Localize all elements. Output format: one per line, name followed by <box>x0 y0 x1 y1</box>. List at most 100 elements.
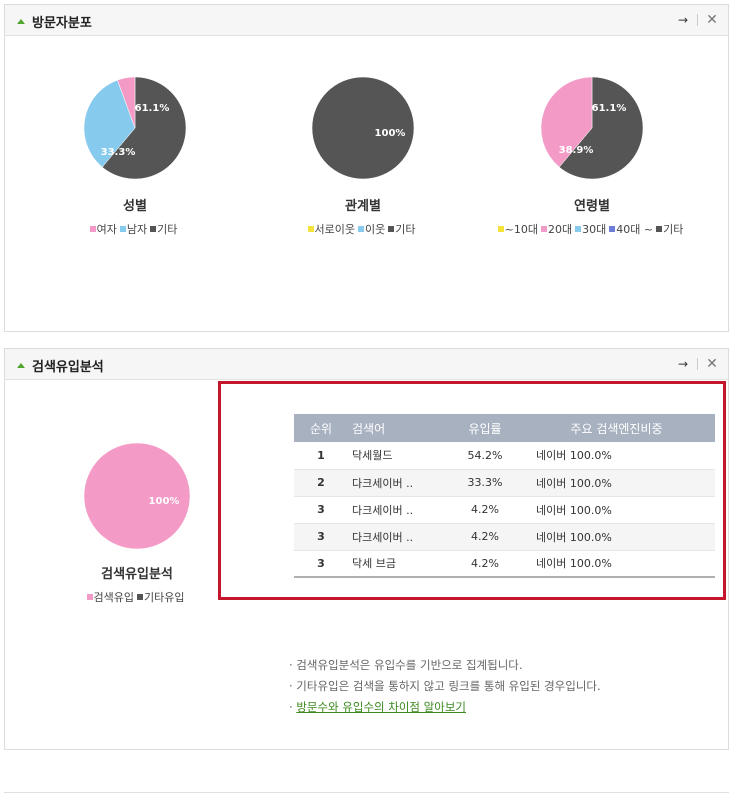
visitor-distribution-panel: 방문자분포 → ✕ 61.1% 33.3% 성별 여자 남자 기타 100% 관계별… <box>4 4 729 332</box>
divider <box>4 792 729 793</box>
panel-header: 방문자분포 → ✕ <box>5 5 728 36</box>
table-row: 3 다크세이버 .. 4.2% 네이버 100.0% <box>294 496 715 524</box>
legend: 여자 남자 기타 <box>35 221 235 237</box>
pie-label-main: 100% <box>375 128 406 139</box>
header-rank: 순위 <box>294 414 348 442</box>
keyword-cell[interactable]: 닥세월드 <box>348 442 452 470</box>
rank-cell: 2 <box>294 469 348 497</box>
engine-cell: 네이버 100.0% <box>518 550 715 578</box>
search-inflow-panel: 검색유입분석 → ✕ 100% 검색유입분석 검색유입 기타유입 순위 검색어 유… <box>4 348 729 750</box>
legend: 검색유입 기타유입 <box>37 589 237 605</box>
close-icon[interactable]: ✕ <box>706 12 718 28</box>
pie-search-inflow: 100% 검색유입분석 검색유입 기타유입 <box>37 441 237 605</box>
note-line: · 기타유입은 검색을 통하지 않고 링크를 통해 유입된 경우입니다. <box>289 679 601 693</box>
rank-cell: 3 <box>294 496 348 524</box>
legend-swatch <box>89 226 96 232</box>
legend-label: 30대 <box>582 223 607 236</box>
legend-swatch <box>656 226 663 232</box>
legend-label: 이웃 <box>364 223 386 236</box>
engine-cell: 네이버 100.0% <box>518 442 715 470</box>
legend-label: 여자 <box>96 223 117 236</box>
legend-swatch <box>541 226 547 232</box>
legend-swatch <box>307 226 314 232</box>
pie-gender: 61.1% 33.3% 성별 여자 남자 기타 <box>35 73 235 237</box>
table-row: 3 닥세 브금 4.2% 네이버 100.0% <box>294 550 715 578</box>
engine-cell: 네이버 100.0% <box>518 496 715 524</box>
header-rate: 유입률 <box>452 414 518 442</box>
pie-label-main: 100% <box>149 496 180 507</box>
legend: ~10대 20대 30대 40대 ~ 기타 <box>492 221 692 237</box>
legend-label: 남자 <box>126 223 148 236</box>
legend-swatch <box>357 226 364 232</box>
pie-label-main: 61.1% <box>135 103 170 114</box>
visitor-distribution-title: 방문자분포 <box>32 16 92 31</box>
pie-title: 성별 <box>123 199 147 214</box>
keyword-cell[interactable]: 다크세이버 .. <box>348 496 452 524</box>
rate-cell: 4.2% <box>452 523 518 551</box>
pie-age: 61.1% 38.9% 연령별 ~10대 20대 30대 40대 ~ 기타 <box>492 73 692 237</box>
collapse-caret-icon[interactable] <box>17 19 25 24</box>
collapse-caret-icon[interactable] <box>17 363 25 368</box>
panel-title[interactable]: 검색유입분석 <box>17 356 104 375</box>
legend-label: 기타 <box>157 223 178 236</box>
rank-cell: 3 <box>294 550 348 578</box>
pie-chart-relation: 100% <box>311 76 415 180</box>
pie-title: 관계별 <box>345 199 381 214</box>
legend-swatch <box>86 594 93 600</box>
arrow-right-icon[interactable]: → <box>677 13 689 27</box>
legend-swatch <box>150 226 157 232</box>
search-inflow-title: 검색유입분석 <box>32 360 104 375</box>
rate-cell: 54.2% <box>452 442 518 470</box>
legend-swatch <box>137 594 143 600</box>
difference-link[interactable]: 방문수와 유입수의 차이점 알아보기 <box>296 700 466 714</box>
notes: · 검색유입분석은 유입수를 기반으로 집계됩니다. · 기타유입은 검색을 통… <box>289 655 601 718</box>
pie-slice-여자 <box>117 76 136 129</box>
legend-label: ~10대 <box>504 223 538 236</box>
pie-chart-search-inflow: 100% <box>83 442 191 550</box>
close-icon[interactable]: ✕ <box>706 356 718 372</box>
header-engine: 주요 검색엔진비중 <box>518 414 715 442</box>
pie-slice-기타 <box>311 76 415 180</box>
table-header-row: 순위 검색어 유입률 주요 검색엔진비중 <box>294 414 715 442</box>
table-row: 3 다크세이버 .. 4.2% 네이버 100.0% <box>294 523 715 551</box>
legend-label: 20대 <box>548 223 573 236</box>
engine-cell: 네이버 100.0% <box>518 469 715 497</box>
legend-swatch <box>497 226 504 232</box>
pie-slice-기타 <box>101 76 187 180</box>
table-row: 1 닥세월드 54.2% 네이버 100.0% <box>294 442 715 470</box>
pie-slice-검색유입 <box>83 442 191 550</box>
rank-cell: 3 <box>294 523 348 551</box>
pie-slice-20대 <box>540 76 593 168</box>
arrow-right-icon[interactable]: → <box>677 357 689 371</box>
engine-cell: 네이버 100.0% <box>518 523 715 551</box>
legend-swatch <box>119 226 126 232</box>
rank-cell: 1 <box>294 442 348 470</box>
pie-chart-age: 61.1% 38.9% <box>540 76 644 180</box>
legend-label: 40대 ~ <box>616 223 654 236</box>
pie-slice-기타 <box>558 76 644 180</box>
keyword-cell[interactable]: 닥세 브금 <box>348 550 452 578</box>
keyword-cell[interactable]: 다크세이버 .. <box>348 523 452 551</box>
pie-title: 연령별 <box>574 199 610 214</box>
keyword-rank-table: 순위 검색어 유입률 주요 검색엔진비중 1 닥세월드 54.2% 네이버 100.0… <box>294 414 715 578</box>
panel-title[interactable]: 방문자분포 <box>17 12 92 31</box>
legend-swatch <box>609 226 616 232</box>
keyword-cell[interactable]: 다크세이버 .. <box>348 469 452 497</box>
rate-cell: 33.3% <box>452 469 518 497</box>
divider <box>697 14 698 26</box>
legend-label: 기타 <box>663 223 684 236</box>
pie-label-main: 61.1% <box>592 103 627 114</box>
legend-label: 기타유입 <box>144 591 185 604</box>
pie-relation: 100% 관계별 서로이웃 이웃 기타 <box>263 73 463 237</box>
legend-label: 서로이웃 <box>314 223 355 236</box>
pie-title: 검색유입분석 <box>101 567 173 582</box>
rate-cell: 4.2% <box>452 496 518 524</box>
header-keyword: 검색어 <box>348 414 452 442</box>
rate-cell: 4.2% <box>452 550 518 578</box>
pie-label-secondary: 33.3% <box>101 147 136 158</box>
table-row: 2 다크세이버 .. 33.3% 네이버 100.0% <box>294 469 715 497</box>
pie-chart-gender: 61.1% 33.3% <box>83 76 187 180</box>
divider <box>697 358 698 370</box>
bullet: · <box>289 700 297 714</box>
pie-slice-남자 <box>83 79 136 168</box>
